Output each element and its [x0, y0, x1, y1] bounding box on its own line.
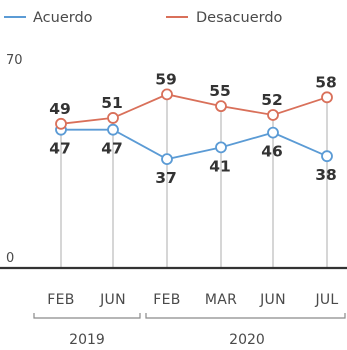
x-tick-label: JUN [259, 292, 286, 308]
x-tick-label: FEB [153, 292, 180, 308]
data-point-acuerdo [161, 153, 173, 166]
data-label-acuerdo: 47 [49, 140, 71, 158]
year-bracket [145, 313, 346, 319]
year-label: 2019 [69, 332, 105, 348]
data-point-desacuerdo [267, 109, 279, 121]
data-label-acuerdo: 46 [261, 143, 283, 161]
legend: Acuerdo Desacuerdo [4, 10, 283, 26]
y-axis: 70 0 [6, 53, 23, 266]
y-tick-label-max: 70 [6, 53, 23, 68]
data-label-desacuerdo: 58 [315, 73, 337, 91]
x-tick-label: MAR [205, 292, 237, 308]
drop-lines [60, 94, 328, 268]
data-label-acuerdo: 47 [101, 140, 123, 158]
data-point-acuerdo [215, 141, 227, 154]
data-label-desacuerdo: 51 [101, 94, 123, 112]
data-point-desacuerdo [107, 112, 119, 124]
x-tick-label: JUL [314, 292, 338, 308]
data-points [55, 88, 333, 166]
data-label-desacuerdo: 49 [49, 100, 71, 118]
year-label: 2020 [229, 332, 265, 348]
data-label-acuerdo: 37 [155, 169, 177, 187]
data-point-desacuerdo [55, 117, 67, 130]
series-line-desacuerdo [60, 93, 328, 125]
series-lines [60, 93, 328, 161]
data-labels: 47 49 47 51 37 59 41 55 46 52 38 58 [49, 70, 337, 187]
data-point-desacuerdo [321, 91, 333, 104]
x-axis: FEB JUN FEB MAR JUN JUL 2019 2020 [0, 266, 347, 348]
legend-label-acuerdo: Acuerdo [33, 10, 93, 26]
y-tick-label-min: 0 [6, 251, 14, 266]
data-label-desacuerdo: 52 [261, 91, 283, 109]
data-label-acuerdo: 41 [209, 157, 231, 175]
x-tick-label: JUN [99, 292, 126, 308]
year-bracket [33, 313, 141, 319]
data-point-acuerdo [267, 126, 279, 139]
data-label-desacuerdo: 55 [209, 82, 231, 100]
data-point-desacuerdo [215, 100, 227, 113]
data-label-desacuerdo: 59 [155, 70, 177, 88]
data-point-desacuerdo [161, 88, 173, 101]
series-line-acuerdo [61, 128, 328, 161]
data-point-acuerdo [321, 150, 333, 163]
data-point-acuerdo [107, 123, 119, 136]
x-tick-label: FEB [47, 292, 74, 308]
data-label-acuerdo: 38 [315, 166, 337, 184]
legend-label-desacuerdo: Desacuerdo [196, 10, 283, 26]
